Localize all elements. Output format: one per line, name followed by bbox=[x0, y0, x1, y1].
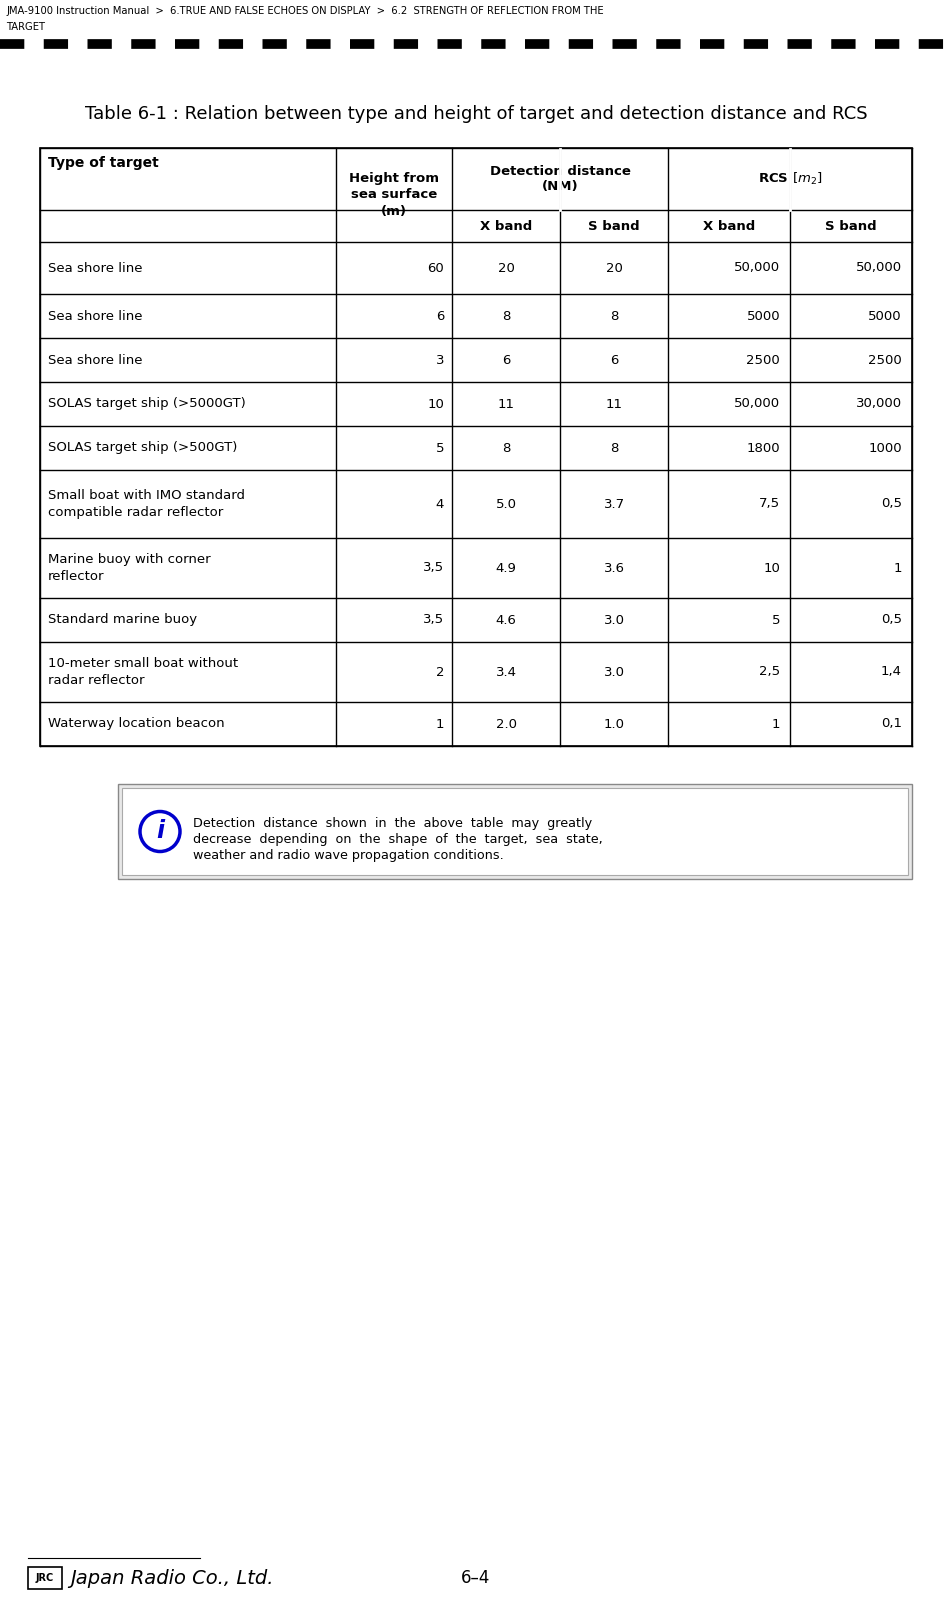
Text: Type of target: Type of target bbox=[48, 156, 159, 170]
Text: 8: 8 bbox=[502, 309, 510, 322]
Text: S band: S band bbox=[588, 219, 640, 233]
Text: 4.9: 4.9 bbox=[496, 562, 517, 575]
Text: 2500: 2500 bbox=[868, 353, 902, 366]
Text: Small boat with IMO standard
compatible radar reflector: Small boat with IMO standard compatible … bbox=[48, 489, 245, 518]
Text: 11: 11 bbox=[605, 397, 623, 410]
Text: Detection  distance  shown  in  the  above  table  may  greatly: Detection distance shown in the above ta… bbox=[193, 818, 592, 831]
Text: 3.4: 3.4 bbox=[496, 666, 517, 679]
Text: JRC: JRC bbox=[36, 1573, 54, 1583]
Text: Standard marine buoy: Standard marine buoy bbox=[48, 614, 197, 627]
Text: 3.0: 3.0 bbox=[604, 614, 625, 627]
Text: 1800: 1800 bbox=[746, 442, 780, 455]
Text: 1: 1 bbox=[436, 718, 445, 731]
Text: 5: 5 bbox=[436, 442, 445, 455]
Text: 2.0: 2.0 bbox=[496, 718, 517, 731]
Text: Detection distance
(NM): Detection distance (NM) bbox=[489, 165, 630, 193]
Text: 7,5: 7,5 bbox=[759, 497, 780, 510]
Text: 1,4: 1,4 bbox=[881, 666, 902, 679]
Text: Japan Radio Co., Ltd.: Japan Radio Co., Ltd. bbox=[70, 1568, 273, 1588]
Text: 3.7: 3.7 bbox=[604, 497, 625, 510]
Text: 3,5: 3,5 bbox=[423, 614, 445, 627]
Text: Height from
sea surface
(m): Height from sea surface (m) bbox=[349, 172, 439, 219]
Text: Sea shore line: Sea shore line bbox=[48, 309, 143, 322]
Text: i: i bbox=[156, 820, 164, 844]
Text: Marine buoy with corner
reflector: Marine buoy with corner reflector bbox=[48, 552, 210, 583]
Text: X band: X band bbox=[703, 219, 755, 233]
Text: 0,5: 0,5 bbox=[881, 497, 902, 510]
Text: Table 6-1 : Relation between type and height of target and detection distance an: Table 6-1 : Relation between type and he… bbox=[85, 105, 867, 123]
Text: 2,5: 2,5 bbox=[759, 666, 780, 679]
Text: 30,000: 30,000 bbox=[856, 397, 902, 410]
Text: 50,000: 50,000 bbox=[856, 261, 902, 274]
Text: SOLAS target ship (>500GT): SOLAS target ship (>500GT) bbox=[48, 442, 237, 455]
Text: 6–4: 6–4 bbox=[462, 1570, 490, 1588]
Text: RCS $[m_2]$: RCS $[m_2]$ bbox=[758, 172, 823, 186]
Text: 10: 10 bbox=[427, 397, 445, 410]
Text: 0,5: 0,5 bbox=[881, 614, 902, 627]
Text: 5: 5 bbox=[771, 614, 780, 627]
Text: 6: 6 bbox=[436, 309, 445, 322]
Bar bbox=[40, 147, 912, 745]
Text: 2: 2 bbox=[436, 666, 445, 679]
Text: 20: 20 bbox=[605, 261, 623, 274]
Text: 3.0: 3.0 bbox=[604, 666, 625, 679]
Text: 50,000: 50,000 bbox=[734, 397, 780, 410]
Text: 3: 3 bbox=[436, 353, 445, 366]
Text: 50,000: 50,000 bbox=[734, 261, 780, 274]
Text: 11: 11 bbox=[498, 397, 515, 410]
Text: TARGET: TARGET bbox=[6, 23, 45, 32]
Text: 5.0: 5.0 bbox=[496, 497, 517, 510]
Text: 4.6: 4.6 bbox=[496, 614, 517, 627]
Text: 1: 1 bbox=[894, 562, 902, 575]
Text: 8: 8 bbox=[610, 309, 619, 322]
Text: 2500: 2500 bbox=[746, 353, 780, 366]
Text: 1.0: 1.0 bbox=[604, 718, 625, 731]
Text: 60: 60 bbox=[427, 261, 445, 274]
Text: 1000: 1000 bbox=[868, 442, 902, 455]
Text: Waterway location beacon: Waterway location beacon bbox=[48, 718, 225, 731]
Text: 10: 10 bbox=[764, 562, 780, 575]
Text: Sea shore line: Sea shore line bbox=[48, 353, 143, 366]
Text: decrease  depending  on  the  shape  of  the  target,  sea  state,: decrease depending on the shape of the t… bbox=[193, 834, 603, 847]
Bar bbox=[118, 784, 912, 880]
Text: SOLAS target ship (>5000GT): SOLAS target ship (>5000GT) bbox=[48, 397, 246, 410]
Text: 6: 6 bbox=[502, 353, 510, 366]
Text: 5000: 5000 bbox=[746, 309, 780, 322]
Text: 6: 6 bbox=[610, 353, 619, 366]
FancyBboxPatch shape bbox=[28, 1567, 62, 1589]
Text: 4: 4 bbox=[436, 497, 445, 510]
Circle shape bbox=[140, 812, 180, 852]
Bar bbox=[122, 787, 908, 875]
Text: 1: 1 bbox=[771, 718, 780, 731]
Text: 0,1: 0,1 bbox=[881, 718, 902, 731]
Text: 8: 8 bbox=[610, 442, 619, 455]
Text: JMA-9100 Instruction Manual  >  6.TRUE AND FALSE ECHOES ON DISPLAY  >  6.2  STRE: JMA-9100 Instruction Manual > 6.TRUE AND… bbox=[6, 6, 604, 16]
Text: 10-meter small boat without
radar reflector: 10-meter small boat without radar reflec… bbox=[48, 658, 238, 687]
Text: 20: 20 bbox=[498, 261, 515, 274]
Text: 3.6: 3.6 bbox=[604, 562, 625, 575]
Bar bbox=[118, 784, 912, 880]
Text: weather and radio wave propagation conditions.: weather and radio wave propagation condi… bbox=[193, 849, 504, 862]
Text: Sea shore line: Sea shore line bbox=[48, 261, 143, 274]
Text: 5000: 5000 bbox=[868, 309, 902, 322]
Text: S band: S band bbox=[825, 219, 877, 233]
Text: X band: X band bbox=[480, 219, 532, 233]
Text: 8: 8 bbox=[502, 442, 510, 455]
Text: 3,5: 3,5 bbox=[423, 562, 445, 575]
